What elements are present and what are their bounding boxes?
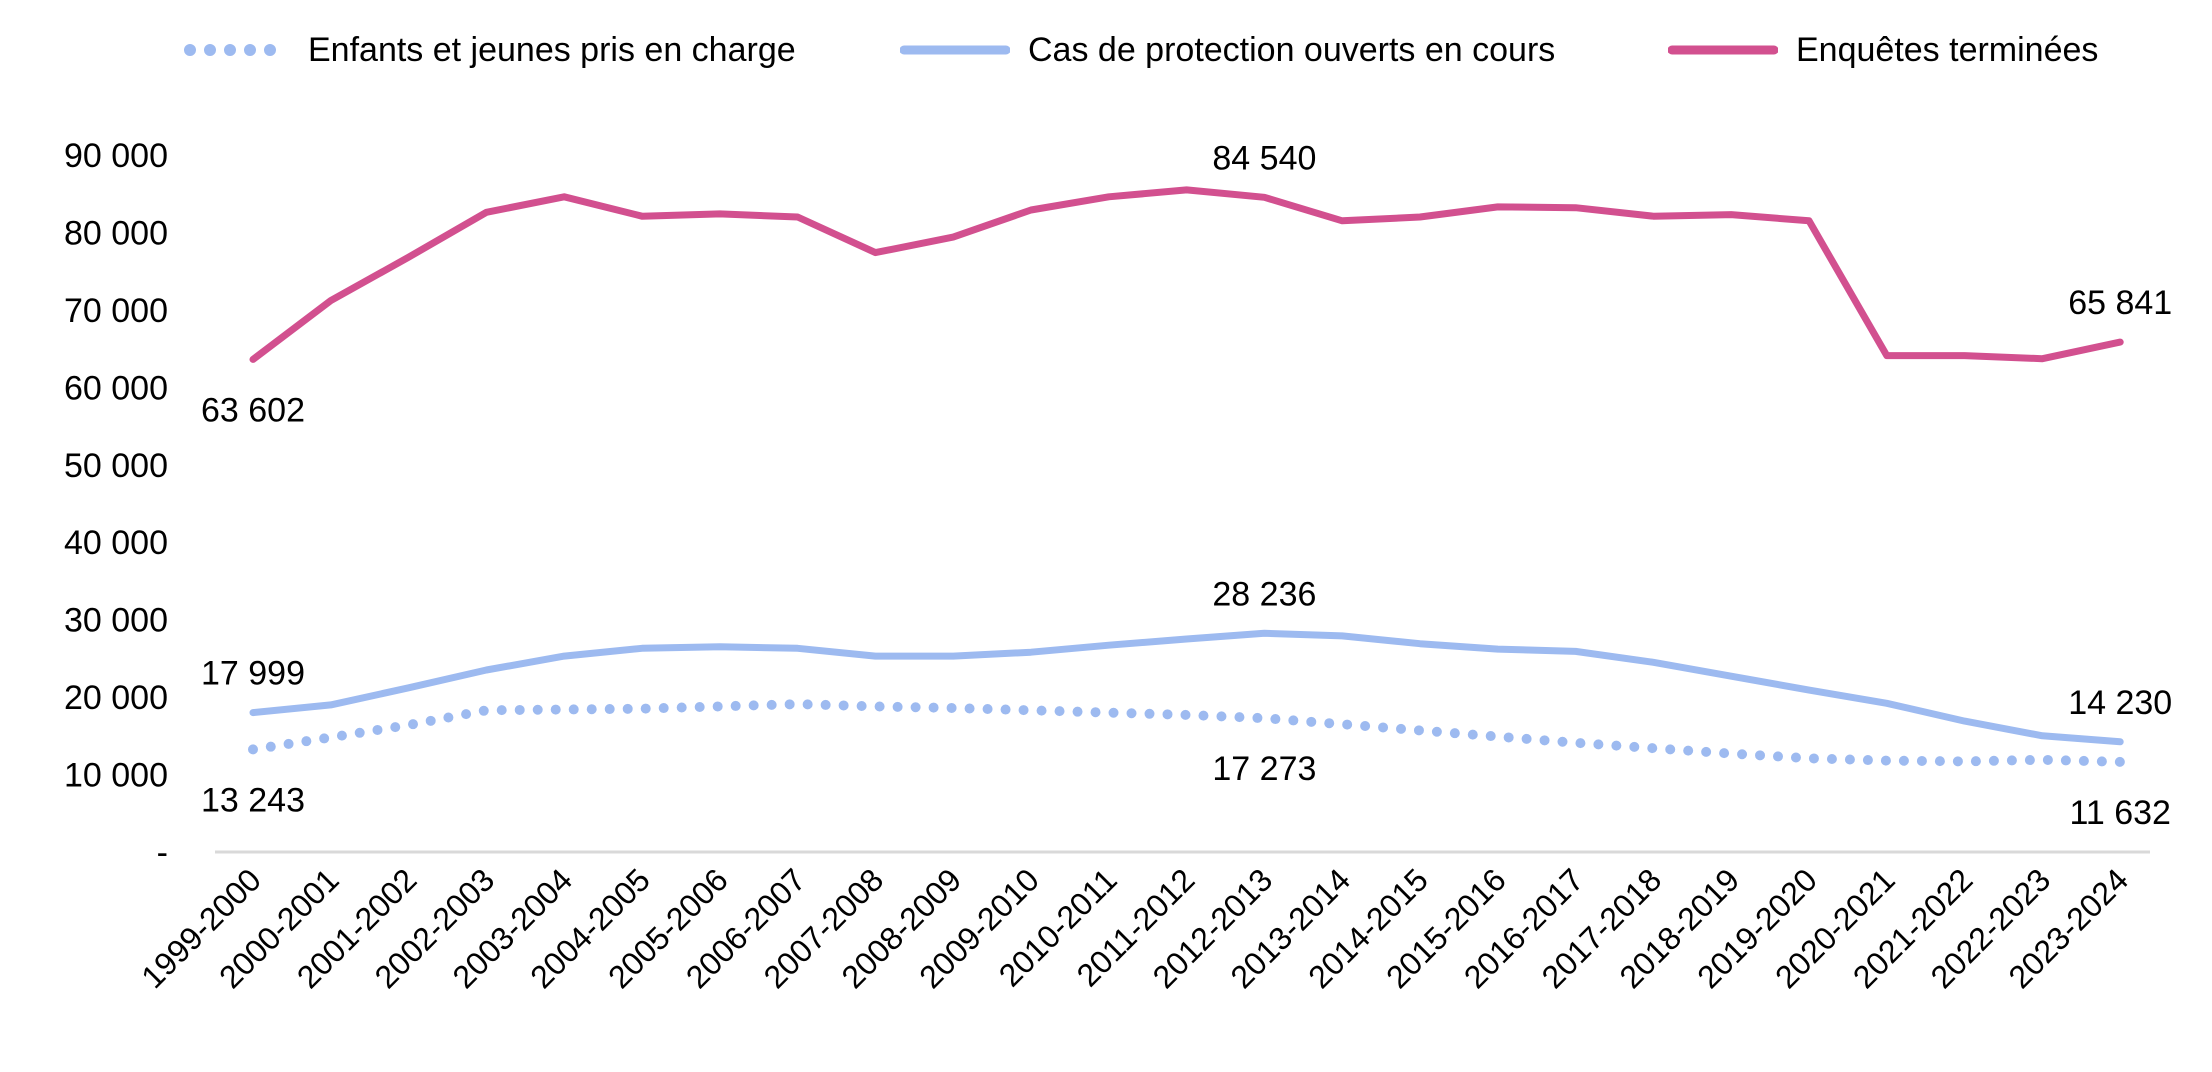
legend-item-cas: Cas de protection ouverts en cours [900,22,1555,78]
y-tick-label: 50 000 [64,447,168,485]
legend-swatch-dotted [184,44,286,56]
y-tick-label: 60 000 [64,369,168,407]
x-axis: 1999-20002000-20012001-20022002-20032003… [134,850,2150,995]
legend-swatch-solid-pink [1668,45,1778,55]
legend-label: Cas de protection ouverts en cours [1028,30,1556,69]
y-tick-label: 10 000 [64,757,168,795]
legend-swatch-solid-blue [900,45,1010,55]
data-label: 28 236 [1212,575,1316,613]
y-axis: - 10 000 20 000 30 000 40 000 50 000 60 000 70 … [64,137,168,872]
data-label: 14 230 [2068,684,2172,722]
series-line-0 [248,699,2126,767]
data-label: 17 273 [1212,750,1316,788]
legend-item-enfants: Enfants et jeunes pris en charge [180,22,796,78]
series-line-2 [249,186,2124,363]
y-tick-label: - [157,834,168,872]
y-tick-label: 20 000 [64,679,168,717]
series-layer [248,186,2126,767]
series-line-1 [249,629,2124,746]
data-label: 17 999 [201,655,305,693]
data-label: 63 602 [201,391,305,429]
y-tick-label: 80 000 [64,214,168,252]
y-tick-label: 30 000 [64,602,168,640]
data-label: 13 243 [201,781,305,819]
legend-item-enquetes: Enquêtes terminées [1668,22,2098,78]
data-label: 65 841 [2068,284,2172,322]
y-tick-label: 40 000 [64,524,168,562]
data-label: 11 632 [2069,794,2170,832]
legend: Enfants et jeunes pris en charge Cas de … [0,22,2212,78]
data-label: 84 540 [1212,139,1316,177]
data-labels: 63 602 84 540 65 841 17 999 28 236 14 230 13 2… [201,139,2172,832]
y-tick-label: 90 000 [64,137,168,175]
legend-label: Enfants et jeunes pris en charge [308,30,796,69]
y-tick-label: 70 000 [64,292,168,330]
legend-label: Enquêtes terminées [1796,30,2099,69]
